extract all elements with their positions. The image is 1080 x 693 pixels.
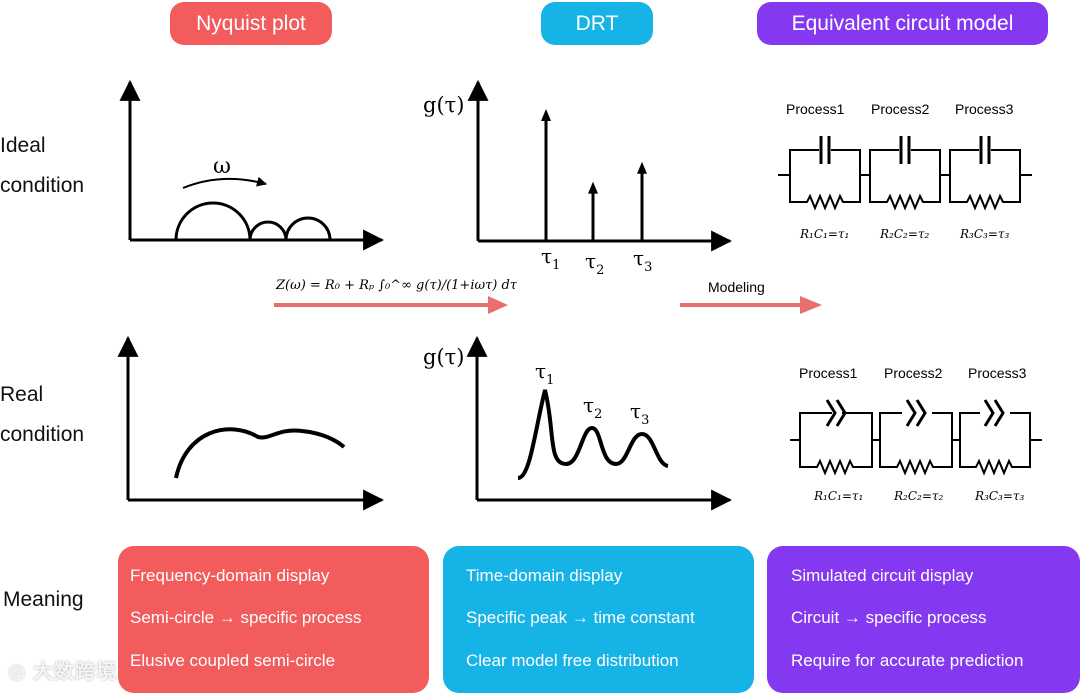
ideal-condition-label: Ideal condition: [0, 126, 84, 206]
ideal-process1: Process1: [786, 101, 845, 117]
ideal-nyquist-plot: [119, 79, 385, 251]
semicircle-2: [248, 220, 288, 241]
ideal-relation1: R₁C₁=τ₁: [799, 227, 849, 241]
ideal-tau2: τ2: [585, 249, 604, 278]
semicircle-3: [284, 216, 332, 241]
real-tau1: τ1: [535, 359, 554, 388]
real-relation2: R₂C₂=τ₂: [893, 489, 944, 503]
real-condition-label: Real condition: [0, 375, 84, 455]
meaning-ecm-line3: Require for accurate prediction: [791, 651, 1024, 670]
real-process3: Process3: [968, 365, 1027, 381]
ideal-circuit: [778, 136, 1032, 211]
real-drt-plot: [466, 335, 733, 511]
meaning-ecm-line1: Simulated circuit display: [791, 566, 974, 585]
omega-arrow: [182, 176, 267, 189]
ideal-rc-block-3: [949, 136, 1021, 211]
meaning-nyquist-line2: Semi-circle → specific process: [130, 608, 362, 627]
ideal-tau1: τ1: [541, 244, 560, 273]
semicircle-1: [174, 201, 252, 241]
watermark: ◎ 大数跨境: [8, 655, 117, 684]
ideal-label-line2: condition: [0, 174, 85, 197]
modeling-label: Modeling: [708, 279, 765, 295]
real-tau2: τ2: [583, 393, 602, 422]
meaning-ecm-box: Simulated circuit display Circuit → spec…: [767, 546, 1080, 693]
ideal-drt-plot: [467, 79, 733, 252]
meaning-drt-line2: Specific peak → time constant: [466, 608, 695, 627]
real-drt-curve: [517, 389, 669, 480]
equation-arrow: [274, 296, 508, 314]
nyquist-header: Nyquist plot: [170, 2, 332, 45]
ideal-peak-head-3: [637, 161, 647, 174]
real-relation3: R₃C₃=τ₃: [974, 489, 1025, 503]
ideal-peak-head-2: [588, 181, 598, 194]
real-rc-block-1: [799, 399, 873, 476]
meaning-ecm-line2: Circuit → specific process: [791, 608, 987, 627]
ideal-peak-head-1: [541, 109, 551, 121]
meaning-drt-line1: Time-domain display: [466, 566, 623, 585]
real-process1: Process1: [799, 365, 858, 381]
ideal-drt-peaks: [541, 109, 647, 241]
real-rc-block-2: [879, 399, 953, 476]
real-label-line2: condition: [0, 423, 85, 446]
drt-header: DRT: [541, 2, 653, 45]
real-circuit: [790, 399, 1042, 476]
ideal-relation3: R₃C₃=τ₃: [959, 227, 1010, 241]
real-g-tau-label: g(τ): [423, 345, 464, 369]
modeling-arrow: [680, 296, 822, 314]
real-tau3: τ3: [630, 399, 649, 428]
meaning-nyquist-line1: Frequency-domain display: [130, 566, 330, 585]
ideal-tau3: τ3: [633, 246, 652, 275]
meaning-nyquist-box: Frequency-domain display Semi-circle → s…: [118, 546, 429, 693]
ideal-rc-block-2: [869, 136, 941, 211]
meaning-label: Meaning: [3, 588, 84, 611]
omega-label: ω: [213, 154, 231, 179]
ideal-label-line1: Ideal: [0, 134, 46, 157]
ideal-process2: Process2: [871, 101, 930, 117]
meaning-drt-box: Time-domain display Specific peak → time…: [443, 546, 754, 693]
ecm-header: Equivalent circuit model: [757, 2, 1048, 45]
impedance-equation: Z(ω) = R₀ + Rₚ ∫₀^∞ g(τ)/(1+iωτ) dτ: [275, 278, 518, 293]
meaning-nyquist-line3: Elusive coupled semi-circle: [130, 651, 336, 670]
ideal-process3: Process3: [955, 101, 1014, 117]
real-process2: Process2: [884, 365, 943, 381]
real-rc-block-3: [959, 399, 1031, 476]
watermark-text: 大数跨境: [33, 661, 118, 683]
real-relation1: R₁C₁=τ₁: [813, 489, 863, 503]
watermark-logo-icon: ◎: [8, 661, 27, 683]
ideal-g-tau-label: g(τ): [423, 93, 464, 117]
meaning-drt-line3: Clear model free distribution: [466, 651, 679, 670]
real-label-line1: Real: [0, 383, 44, 406]
real-nyquist-plot: [117, 335, 385, 511]
real-nyquist-curve: [174, 427, 346, 479]
ideal-rc-block-1: [789, 136, 861, 211]
ideal-relation2: R₂C₂=τ₂: [879, 227, 930, 241]
